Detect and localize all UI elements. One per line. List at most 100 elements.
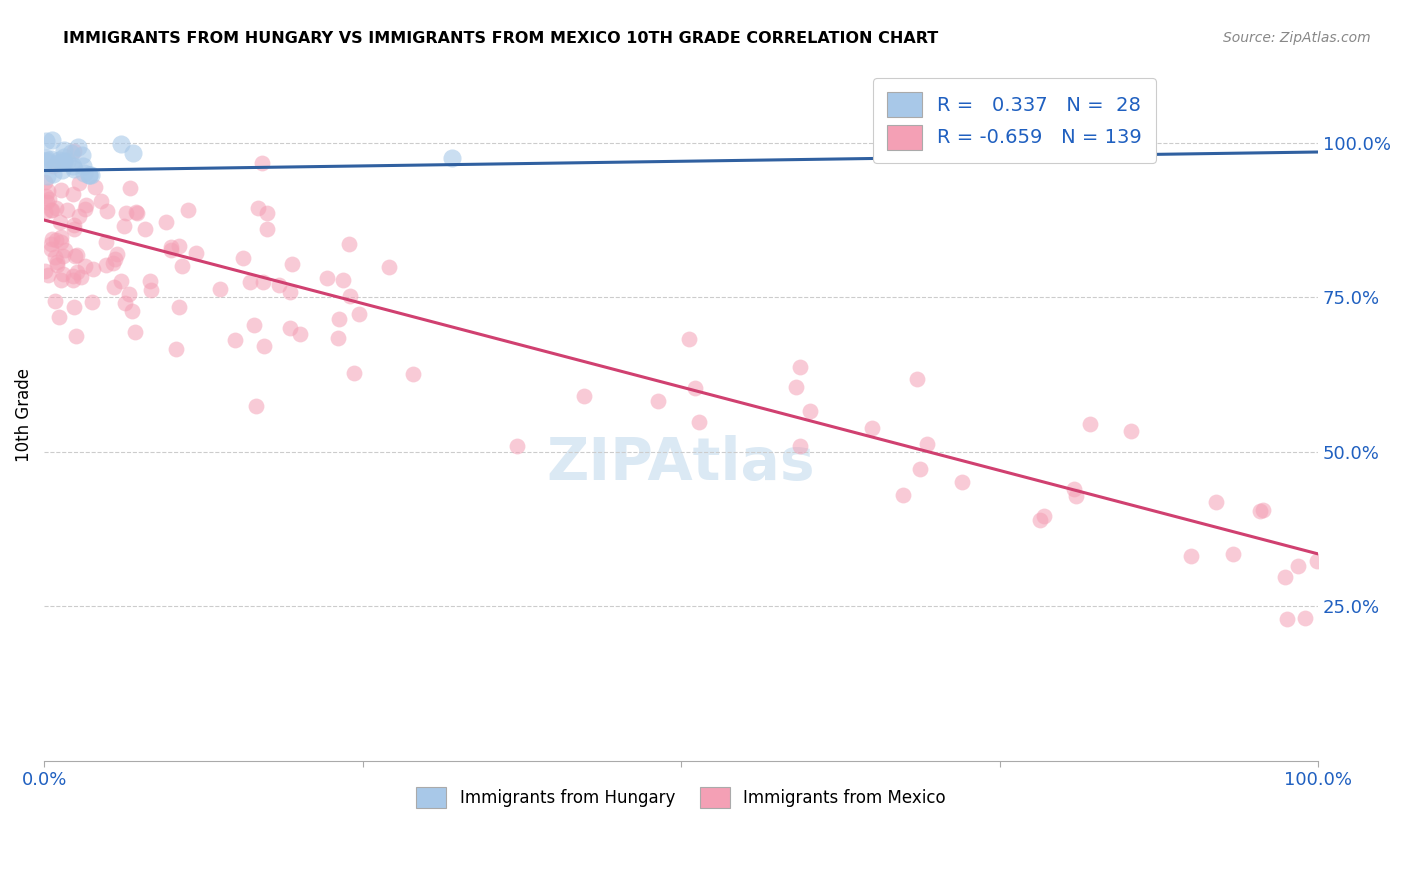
Point [110,274,132,288]
Point [49,183,72,197]
Point [245,399,267,413]
Point [118,287,141,301]
Point [224,333,246,347]
Point [49,273,72,287]
Point [1306,553,1329,567]
Point [94,258,117,272]
Point [915,437,938,451]
Point [337,237,360,252]
Point [112,219,135,234]
Y-axis label: 10th Grade: 10th Grade [15,368,32,462]
Point [62,273,84,287]
Point [107,247,129,261]
Point [96,203,118,218]
Point [41,133,63,147]
Point [860,421,883,435]
Point [73,165,96,179]
Point [167,238,190,252]
Point [1063,482,1085,496]
Point [45,233,67,247]
Point [253,339,276,353]
Point [799,404,821,418]
Point [402,367,425,381]
Point [62,301,84,315]
Point [134,221,156,235]
Point [35,134,58,148]
Point [115,206,138,220]
Point [1249,503,1271,517]
Point [37,184,59,198]
Point [343,366,366,380]
Point [73,259,96,273]
Point [62,218,84,232]
Point [103,280,125,294]
Point [39,153,62,167]
Point [250,156,273,170]
Point [104,252,127,267]
Point [155,215,177,229]
Point [48,310,70,325]
Point [121,304,143,318]
Point [75,198,97,212]
Point [1222,548,1244,562]
Point [35,151,58,165]
Point [52,154,75,169]
Point [1275,612,1298,626]
Point [124,325,146,339]
Point [688,415,710,429]
Point [349,307,371,321]
Point [62,268,84,283]
Point [66,248,89,262]
Point [184,245,207,260]
Point [332,273,354,287]
Point [950,475,973,489]
Point [44,251,66,265]
Point [1286,559,1309,574]
Point [505,438,527,452]
Point [1032,509,1054,524]
Point [56,154,79,169]
Point [165,342,187,356]
Point [1253,503,1275,517]
Point [1180,549,1202,563]
Point [1205,495,1227,509]
Point [647,394,669,409]
Point [41,203,63,218]
Point [256,205,278,219]
Point [1274,570,1296,584]
Point [77,169,100,183]
Point [34,263,56,277]
Point [39,202,62,217]
Point [45,254,67,268]
Point [34,204,56,219]
Point [75,202,97,216]
Point [46,156,69,170]
Point [67,177,90,191]
Point [110,136,132,151]
Point [328,312,350,326]
Point [63,249,86,263]
Point [63,161,86,176]
Point [38,192,60,206]
Point [62,187,84,202]
Point [41,232,63,246]
Point [51,163,73,178]
Point [94,235,117,249]
Point [53,154,76,169]
Point [63,222,86,236]
Point [683,381,706,395]
Point [377,260,399,274]
Point [53,150,76,164]
Point [35,194,58,209]
Point [65,329,87,343]
Point [678,332,700,346]
Point [90,194,112,208]
Point [72,160,94,174]
Point [328,331,350,345]
Point [59,146,82,161]
Point [118,180,141,194]
Point [49,230,72,244]
Point [51,235,73,249]
Point [1078,417,1101,431]
Point [280,321,302,335]
